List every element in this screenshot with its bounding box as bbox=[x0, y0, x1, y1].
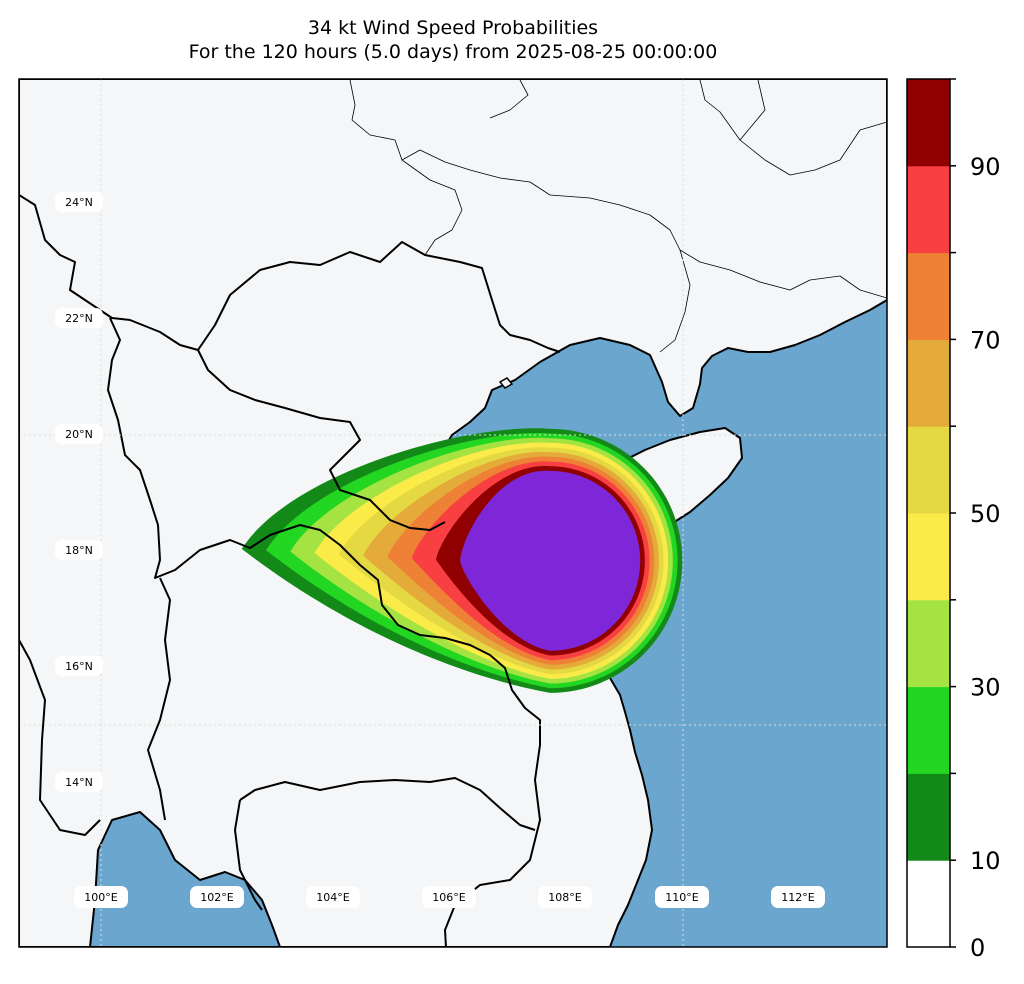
lon-text-106: 106°E bbox=[432, 891, 465, 904]
colorbar-tick-label: 0 bbox=[970, 934, 985, 962]
gulf-of-thailand bbox=[89, 811, 281, 947]
lon-text-102: 102°E bbox=[200, 891, 233, 904]
lon-text-110: 110°E bbox=[665, 891, 698, 904]
colorbar-segment bbox=[907, 252, 950, 340]
lon-label-104: 104°E bbox=[306, 886, 360, 908]
lat-text-20: 20°N bbox=[65, 428, 93, 441]
colorbar-tick-labels: 0 10 30 50 70 90 bbox=[970, 153, 1001, 962]
title-line-2: For the 120 hours (5.0 days) from 2025-0… bbox=[188, 41, 718, 63]
lat-text-18: 18°N bbox=[65, 544, 93, 557]
lon-text-112: 112°E bbox=[781, 891, 814, 904]
colorbar-segment bbox=[907, 339, 950, 427]
map-frame bbox=[18, 78, 888, 948]
country-borders bbox=[19, 194, 561, 947]
colorbar-tick-label: 50 bbox=[970, 500, 1001, 528]
colorbar-segment bbox=[907, 79, 950, 167]
colorbar-segment bbox=[907, 686, 950, 774]
lon-label-102: 102°E bbox=[190, 886, 244, 908]
lat-text-24: 24°N bbox=[65, 196, 93, 209]
probability-field bbox=[241, 428, 683, 693]
lat-label-24: 24°N bbox=[55, 192, 103, 212]
map-title: 34 kt Wind Speed Probabilities For the 1… bbox=[18, 16, 888, 64]
lon-labels: 100°E 102°E 104°E 106°E 108°E 110°E 112°… bbox=[74, 886, 825, 908]
lon-label-108: 108°E bbox=[538, 886, 592, 908]
colorbar-segment bbox=[907, 165, 950, 254]
title-line-1: 34 kt Wind Speed Probabilities bbox=[307, 17, 599, 39]
colorbar-tick-label: 10 bbox=[970, 847, 1001, 875]
colorbar-segment bbox=[907, 773, 950, 861]
colorbar-ticks bbox=[950, 78, 956, 948]
lat-label-14: 14°N bbox=[55, 772, 103, 792]
colorbar-segments bbox=[907, 79, 950, 948]
lat-label-18: 18°N bbox=[55, 540, 103, 560]
lat-label-16: 16°N bbox=[55, 656, 103, 676]
lat-text-22: 22°N bbox=[65, 312, 93, 325]
lat-text-14: 14°N bbox=[65, 776, 93, 789]
lon-label-112: 112°E bbox=[771, 886, 825, 908]
lon-label-106: 106°E bbox=[422, 886, 476, 908]
colorbar-segment bbox=[907, 513, 950, 601]
colorbar-tick-label: 90 bbox=[970, 153, 1001, 181]
weizhou-island bbox=[498, 377, 514, 389]
lon-label-110: 110°E bbox=[655, 886, 709, 908]
province-borders bbox=[349, 79, 887, 353]
colorbar-segment bbox=[907, 860, 950, 948]
colorbar-segment bbox=[907, 426, 950, 514]
colorbar-tick-label: 30 bbox=[970, 674, 1001, 702]
lon-text-104: 104°E bbox=[316, 891, 349, 904]
lon-text-100: 100°E bbox=[84, 891, 117, 904]
probability-band bbox=[460, 470, 641, 651]
colorbar-segment bbox=[907, 599, 950, 688]
lat-text-16: 16°N bbox=[65, 660, 93, 673]
lon-text-108: 108°E bbox=[548, 891, 581, 904]
colorbar-tick-label: 70 bbox=[970, 326, 1001, 354]
lat-label-22: 22°N bbox=[55, 308, 103, 328]
lat-label-20: 20°N bbox=[55, 424, 103, 444]
lat-labels: 24°N 22°N 20°N 18°N 16°N 14°N bbox=[55, 192, 103, 792]
lon-label-100: 100°E bbox=[74, 886, 128, 908]
